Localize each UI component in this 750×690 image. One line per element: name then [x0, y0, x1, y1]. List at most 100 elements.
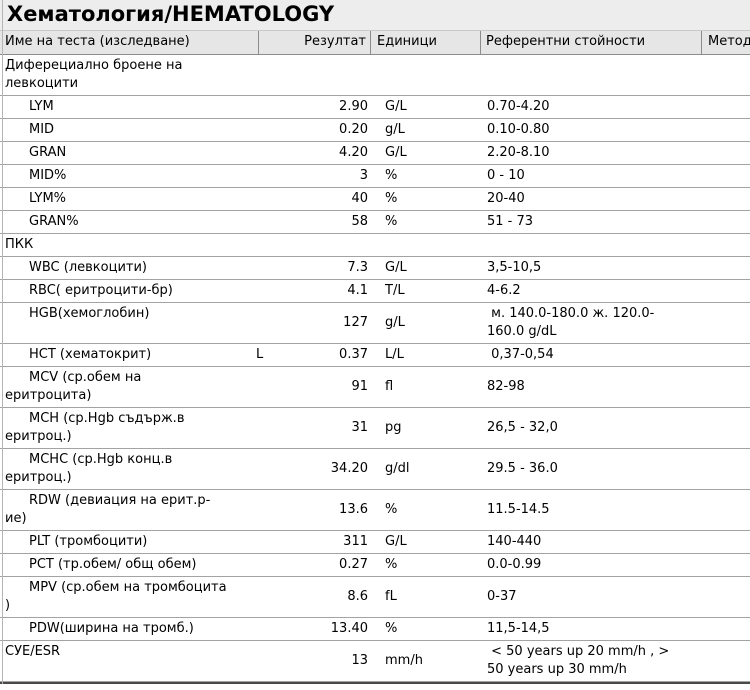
reference-range: 26,5 - 32,0	[487, 420, 558, 435]
result-value	[302, 243, 371, 247]
method-cell	[702, 563, 750, 567]
test-name: Диферециално броене на левкоцити	[5, 58, 183, 91]
result-flag	[250, 243, 302, 247]
table-row: СУЕ/ESR 13 mm/h < 50 years up 20 mm/h , …	[0, 641, 750, 682]
test-name: PCT (тр.обем/ общ обем)	[29, 557, 197, 572]
result-flag	[250, 289, 302, 293]
test-name: LYM%	[29, 191, 67, 206]
method-cell	[702, 220, 750, 224]
result-value: 34.20	[330, 461, 368, 476]
result-value: 127	[343, 315, 368, 330]
unit: L/L	[385, 347, 404, 362]
unit: G/L	[385, 145, 407, 160]
table-row: MCHC (ср.Hgb конц.в еритроц.) 34.20 g/dl…	[0, 449, 750, 490]
unit: %	[385, 502, 398, 517]
test-name: ПКК	[5, 237, 34, 252]
method-cell	[702, 197, 750, 201]
result-flag	[250, 128, 302, 132]
method-cell	[702, 540, 750, 544]
test-name: RDW (девиация на ерит.р- ие)	[5, 493, 211, 526]
method-cell	[702, 385, 750, 389]
unit: %	[385, 168, 398, 183]
result-value: 13	[351, 653, 368, 668]
result-flag	[250, 426, 302, 430]
result-value: 40	[351, 191, 368, 206]
unit: G/L	[385, 534, 407, 549]
result-flag	[250, 151, 302, 155]
table-row: RDW (девиация на ерит.р- ие) 13.6 % 11.5…	[0, 490, 750, 531]
result-flag	[250, 595, 302, 599]
table-row: PLT (тромбоцити) 311 G/L 140-440	[0, 531, 750, 554]
reference-range: 20-40	[487, 191, 525, 206]
table-row: WBC (левкоцити) 7.3 G/L 3,5-10,5	[0, 257, 750, 280]
method-cell	[702, 105, 750, 109]
table-row: LYM 2.90 G/L 0.70-4.20	[0, 96, 750, 119]
result-value: 4.1	[347, 283, 368, 298]
method-cell	[702, 627, 750, 631]
table-row: Диферециално броене на левкоцити	[0, 55, 750, 96]
result-value: 311	[343, 534, 368, 549]
reference-range: 11,5-14,5	[487, 621, 550, 636]
column-header-method: Метод	[708, 34, 750, 49]
reference-range: 140-440	[487, 534, 542, 549]
table-header-row: Име на теста (изследване) Резултат Едини…	[0, 31, 750, 55]
result-value: 8.6	[347, 589, 368, 604]
method-cell	[702, 266, 750, 270]
reference-range: м. 140.0-180.0 ж. 120.0- 160.0 g/dL	[487, 306, 655, 339]
method-cell	[702, 467, 750, 471]
unit: g/L	[385, 122, 405, 137]
test-name: RBC( еритроцити-бр)	[29, 283, 173, 298]
method-cell	[702, 508, 750, 512]
reference-range: 4-6.2	[487, 283, 521, 298]
result-value: 91	[351, 379, 368, 394]
test-name: СУЕ/ESR	[5, 644, 61, 659]
result-flag	[250, 467, 302, 471]
test-name: MPV (ср.обем на тромбоцита )	[5, 580, 227, 613]
method-cell	[702, 128, 750, 132]
table-bottom-rule	[0, 682, 750, 684]
test-name: HGB(хемоглобин)	[29, 306, 150, 321]
result-flag	[250, 174, 302, 178]
table-row: ПКК	[0, 234, 750, 257]
table-row: RBC( еритроцити-бр) 4.1 T/L 4-6.2	[0, 280, 750, 303]
unit: T/L	[385, 283, 405, 298]
result-value: 0.37	[339, 347, 368, 362]
method-cell	[702, 321, 750, 325]
reference-range: 0.10-0.80	[487, 122, 550, 137]
result-flag	[250, 105, 302, 109]
table-row: MID 0.20 g/L 0.10-0.80	[0, 119, 750, 142]
result-value: 13.40	[330, 621, 368, 636]
result-flag	[250, 385, 302, 389]
table-row: LYM% 40 % 20-40	[0, 188, 750, 211]
result-value: 0.27	[339, 557, 368, 572]
table-row: MID% 3 % 0 - 10	[0, 165, 750, 188]
test-name: PDW(ширина на тромб.)	[29, 621, 194, 636]
unit: fL	[385, 589, 397, 604]
test-name: PLT (тромбоцити)	[29, 534, 148, 549]
result-flag	[250, 627, 302, 631]
result-value: 3	[359, 168, 368, 183]
table-row: MCH (ср.Hgb съдърж.в еритроц.) 31 pg 26,…	[0, 408, 750, 449]
reference-range: 0 - 10	[487, 168, 525, 183]
unit: G/L	[385, 260, 407, 275]
result-value: 0.20	[339, 122, 368, 137]
result-flag: L	[256, 347, 264, 362]
reference-range: 0.70-4.20	[487, 99, 550, 114]
reference-range: 3,5-10,5	[487, 260, 542, 275]
reference-range: 0,37-0,54	[487, 347, 554, 362]
unit: G/L	[385, 99, 407, 114]
unit: fl	[385, 379, 394, 394]
unit: %	[385, 214, 398, 229]
method-cell	[702, 353, 750, 357]
test-name: MID	[29, 122, 55, 137]
method-cell	[702, 289, 750, 293]
test-name: LYM	[29, 99, 54, 114]
result-flag	[250, 266, 302, 270]
method-cell	[702, 595, 750, 599]
table-row: MPV (ср.обем на тромбоцита ) 8.6 fL 0-37	[0, 577, 750, 618]
unit: %	[385, 621, 398, 636]
unit	[371, 243, 481, 247]
test-name: MID%	[29, 168, 67, 183]
result-flag	[250, 563, 302, 567]
